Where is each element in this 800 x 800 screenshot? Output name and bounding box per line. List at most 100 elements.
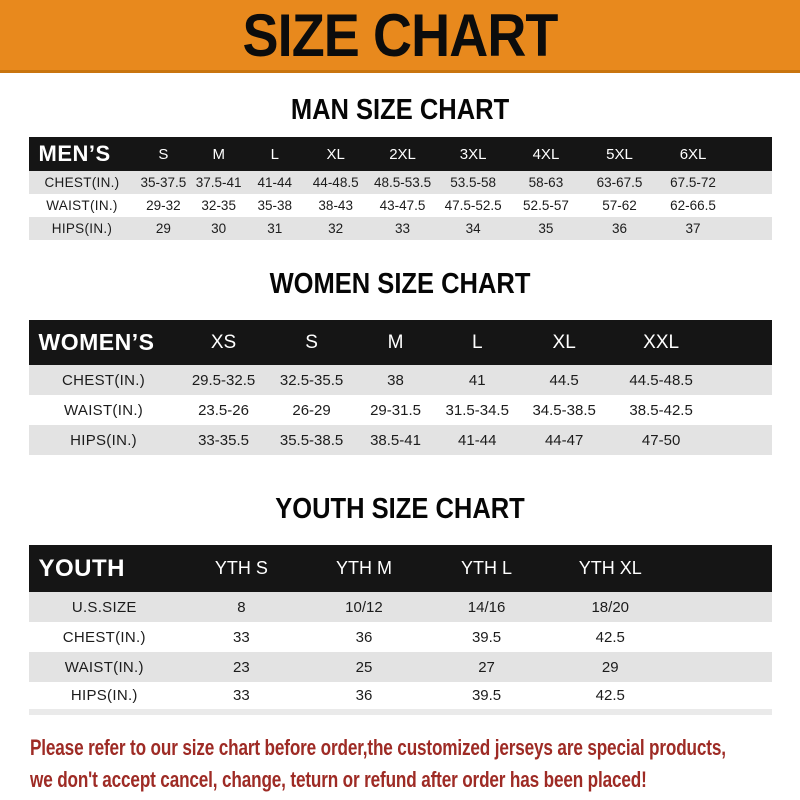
men-header-row: MEN’S S M L XL 2XL 3XL 4XL 5XL 6XL [28, 137, 772, 171]
spacer-cell [712, 395, 772, 425]
row-label: WAIST(IN.) [63, 401, 144, 419]
size-value-cell: 44.5 [518, 365, 611, 395]
size-value-cell: 47-50 [610, 425, 712, 455]
size-value-cell: 38 [354, 365, 437, 395]
size-value-cell: 35-38 [257, 198, 293, 213]
size-value-cell: 58-63 [509, 171, 583, 194]
women-size-table: WOMEN’S XS S M L XL XXL CHEST(IN.) 29.5-32.5 32.5… [28, 320, 772, 455]
spacer-cell [729, 137, 772, 171]
column-header-xs: XS [178, 320, 269, 365]
size-value-cell: 30 [191, 217, 247, 240]
size-value-cell: 29 [547, 652, 673, 682]
spacer-cell [712, 320, 772, 365]
row-label: CHEST(IN.) [28, 171, 136, 194]
size-value-cell: 23 [180, 652, 303, 682]
size-value-cell: 35.5-38.5 [268, 425, 355, 455]
size-value-cell: 41-44 [246, 171, 304, 194]
size-value-cell: 23.5-26 [198, 401, 249, 419]
youth-section-title: YOUTH SIZE CHART [275, 493, 525, 525]
column-header-s: S [268, 320, 355, 365]
youth-header-row: YOUTH YTH S YTH M YTH L YTH XL [28, 545, 772, 592]
size-value-cell: 47.5-52.5 [444, 198, 502, 213]
column-header-xl: XL [518, 320, 611, 365]
size-value-cell: 62-66.5 [670, 198, 716, 213]
size-value-cell: 31.5-34.5 [445, 401, 509, 419]
size-value-cell: 32.5-35.5 [268, 365, 355, 395]
column-header-5xl: 5XL [582, 137, 657, 171]
spacer-cell [673, 622, 772, 652]
column-header-2xl: 2XL [368, 137, 438, 171]
table-row: WAIST(IN.) 29-32 32-35 35-38 38-43 43-47.5 47.… [29, 194, 772, 217]
size-value-cell: 44-48.5 [303, 171, 369, 194]
size-value-cell: 44.5-48.5 [610, 365, 712, 395]
row-label: CHEST(IN.) [62, 628, 146, 646]
size-value-cell: 37.5-41 [191, 171, 247, 194]
column-header-l: L [246, 137, 304, 171]
size-value-cell: 48.5-53.5 [368, 171, 438, 194]
table-row: HIPS(IN.) 33-35.5 35.5-38.5 38.5-41 41-44 44-… [28, 425, 772, 455]
size-value-cell: 27 [425, 652, 548, 682]
size-value-cell: 36 [582, 217, 657, 240]
size-value-cell: 35 [509, 217, 583, 240]
size-value-cell: 35-37.5 [135, 171, 192, 194]
size-value-cell: 8 [180, 592, 303, 622]
spacer-cell [712, 425, 772, 455]
column-header-yth-s: YTH S [180, 545, 303, 592]
column-header-m: M [191, 137, 247, 171]
size-value-cell: 29 [135, 217, 192, 240]
footer-note: Please refer to our size chart before or… [0, 732, 800, 796]
size-value-cell: 39.5 [471, 628, 502, 646]
men-size-table: MEN’S S M L XL 2XL 3XL 4XL 5XL 6XL CHEST(IN.) 35-37… [28, 137, 772, 240]
column-header-xl: XL [303, 137, 369, 171]
column-header-6xl: 6XL [656, 137, 730, 171]
size-value-cell: 41 [436, 365, 519, 395]
men-header-label: MEN’S [28, 137, 136, 171]
size-value-cell: 26-29 [292, 401, 331, 419]
size-value-cell: 32 [303, 217, 369, 240]
table-row: CHEST(IN.) 35-37.5 37.5-41 41-44 44-48.5 48.5… [28, 171, 772, 194]
size-value-cell: 29-32 [146, 198, 181, 213]
youth-size-table: YOUTH YTH S YTH M YTH L YTH XL U.S.SIZE 8 10/12… [28, 545, 772, 715]
table-row: CHEST(IN.) 29.5-32.5 32.5-35.5 38 41 44.5 44.5… [28, 365, 772, 395]
row-label: CHEST(IN.) [28, 365, 179, 395]
spacer-cell [673, 682, 772, 712]
table-row: U.S.SIZE 8 10/12 14/16 18/20 [28, 592, 772, 622]
table-row: HIPS(IN.) 33 36 39.5 42.5 [29, 682, 772, 712]
size-value-cell: 31 [246, 217, 304, 240]
row-label: HIPS(IN.) [28, 425, 179, 455]
table-row: CHEST(IN.) 33 36 39.5 42.5 [29, 622, 772, 652]
men-section-title: MAN SIZE CHART [290, 94, 510, 126]
spacer-cell [730, 194, 772, 217]
size-value-cell: 14/16 [425, 592, 548, 622]
size-value-cell: 33 [233, 628, 250, 646]
size-value-cell: 33-35.5 [178, 425, 269, 455]
size-value-cell: 42.5 [595, 687, 625, 704]
footer-line-1: Please refer to our size chart before or… [30, 735, 726, 760]
size-value-cell: 38-43 [318, 198, 353, 213]
spacer-cell [672, 545, 772, 592]
size-value-cell: 25 [302, 652, 426, 682]
youth-header-label: YOUTH [28, 545, 181, 592]
column-header-m: M [354, 320, 437, 365]
size-value-cell: 43-47.5 [379, 198, 426, 213]
table-row: WAIST(IN.) 23 25 27 29 [28, 652, 772, 682]
spacer-cell [672, 592, 772, 622]
size-value-cell: 29.5-32.5 [178, 365, 269, 395]
row-label: WAIST(IN.) [28, 652, 181, 682]
size-value-cell: 53.5-58 [437, 171, 510, 194]
column-header-yth-xl: YTH XL [547, 545, 673, 592]
women-section-title: WOMEN SIZE CHART [269, 268, 531, 300]
column-header-yth-m: YTH M [302, 545, 426, 592]
size-value-cell: 37 [656, 217, 730, 240]
spacer-cell [729, 171, 772, 194]
size-value-cell: 34 [437, 217, 510, 240]
size-value-cell: 41-44 [436, 425, 519, 455]
size-value-cell: 33 [233, 687, 250, 704]
size-value-cell: 34.5-38.5 [532, 401, 596, 419]
column-header-3xl: 3XL [437, 137, 510, 171]
row-label: U.S.SIZE [28, 592, 181, 622]
size-value-cell: 36 [355, 687, 373, 704]
size-value-cell: 10/12 [302, 592, 426, 622]
size-value-cell: 44-47 [518, 425, 611, 455]
